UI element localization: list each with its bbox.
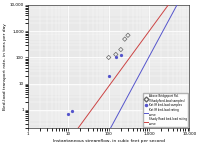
Point (70, 110, 73, 112)
Point (119, 54, 122, 57)
Y-axis label: Bed-load transport rate, in tons per day: Bed-load transport rate, in tons per day (3, 23, 7, 110)
Point (107, 56, 110, 59)
Point (126, 34, 130, 36)
Point (123, 38, 126, 40)
Point (114, 56, 117, 59)
X-axis label: Instantaneous streamflow, in cubic feet per second: Instantaneous streamflow, in cubic feet … (53, 139, 165, 142)
Point (107, 75, 110, 77)
Point (119, 48, 122, 51)
Legend: Above Bridgeport Rd.
(Shady/bed-load samples), Kat Iff bed-load samples, Kat Iff: Above Bridgeport Rd. (Shady/bed-load sam… (143, 93, 188, 127)
Point (114, 53, 117, 56)
Point (67, 113, 70, 115)
